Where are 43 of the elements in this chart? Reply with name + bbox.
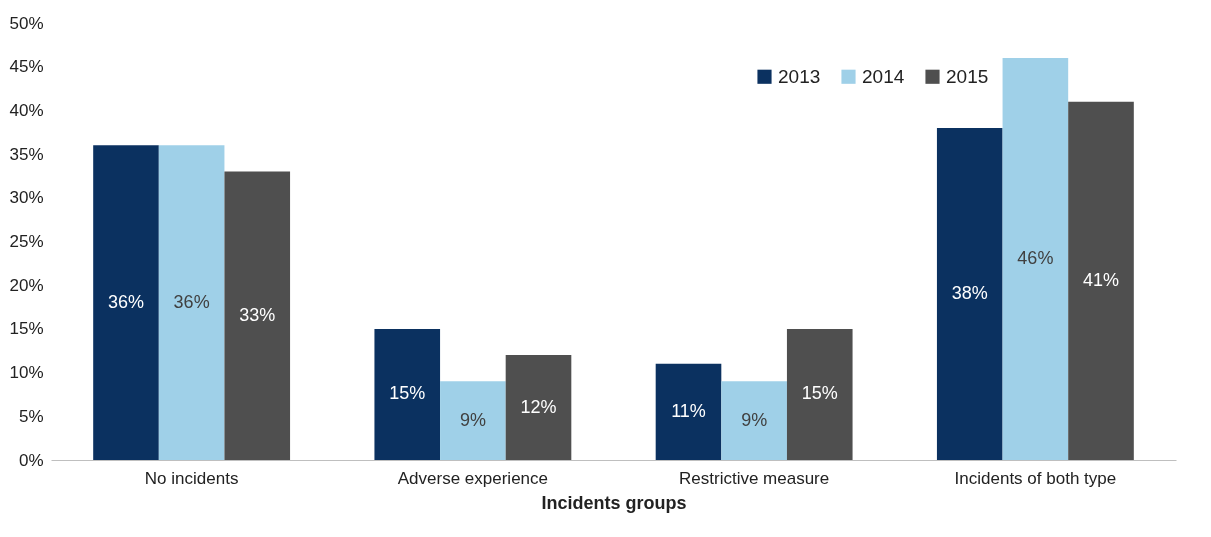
data-label: 9% (741, 409, 768, 430)
data-label: 12% (520, 396, 557, 417)
data-label: 33% (239, 304, 276, 325)
y-tick-label: 45% (9, 57, 44, 77)
bar (505, 355, 572, 460)
y-tick-label: 0% (18, 450, 44, 470)
bar (158, 145, 225, 460)
bar (786, 328, 853, 460)
y-tick-label: 25% (9, 232, 44, 251)
bar (93, 145, 159, 460)
x-axis-title: Incidents groups (541, 492, 687, 513)
y-tick-label: 10% (9, 363, 44, 383)
legend-label: 2015 (946, 65, 989, 87)
x-tick-label: Restrictive measure (679, 468, 830, 488)
bar (440, 381, 506, 460)
y-tick-label: 50% (9, 13, 44, 33)
bar (721, 381, 787, 460)
legend-label: 2014 (862, 65, 905, 87)
x-tick-label: Adverse experience (397, 468, 549, 488)
y-tick-label: 15% (9, 319, 44, 339)
data-label: 46% (1017, 247, 1054, 268)
bar (374, 328, 441, 460)
data-label: 15% (389, 383, 426, 404)
y-tick-label: 40% (9, 100, 44, 120)
y-tick-label: 20% (9, 275, 44, 295)
data-label: 15% (801, 383, 838, 404)
data-label: 36% (107, 291, 145, 312)
y-tick-label: 30% (9, 188, 44, 208)
legend-label: 2013 (778, 65, 821, 87)
bar (655, 363, 722, 460)
bar (224, 171, 291, 460)
bar (1068, 101, 1134, 460)
data-label: 38% (951, 282, 988, 303)
bar (936, 127, 1003, 460)
data-label: 36% (173, 291, 210, 312)
y-tick-label: 35% (9, 144, 44, 164)
x-tick-label: No incidents (144, 468, 239, 488)
data-label: 9% (459, 409, 486, 430)
x-tick-label: Incidents of both type (954, 468, 1117, 488)
data-label: 41% (1082, 269, 1120, 290)
data-label: 11% (671, 400, 706, 421)
bar (1002, 57, 1069, 460)
y-tick-label: 5% (18, 406, 44, 426)
